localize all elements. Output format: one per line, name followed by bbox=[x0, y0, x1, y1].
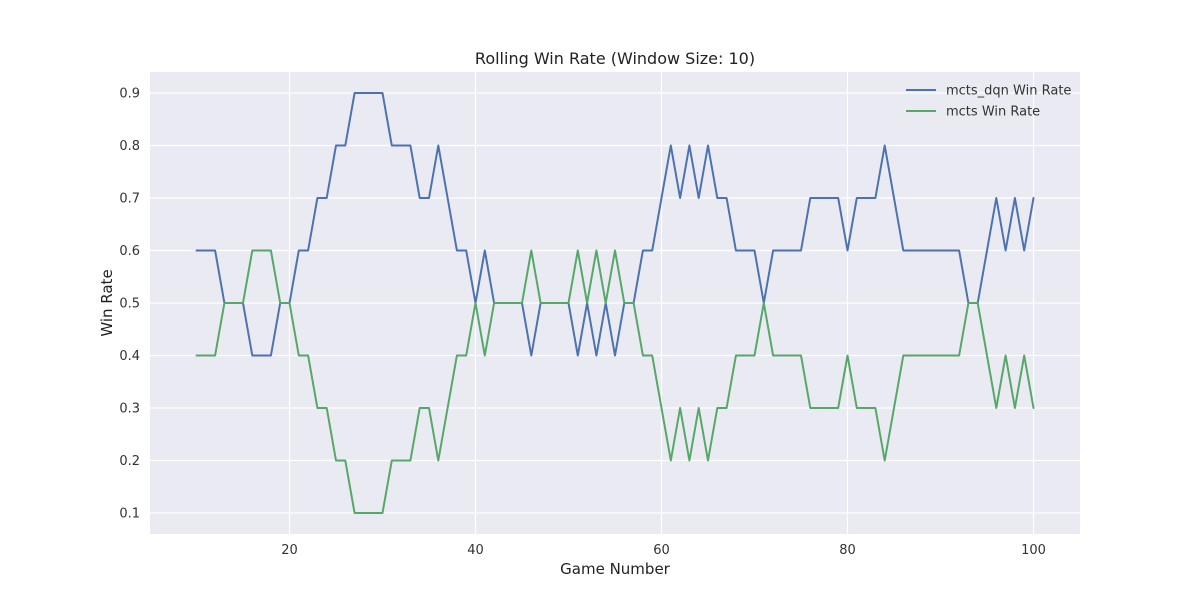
y-tick-label: 0.9 bbox=[119, 87, 140, 102]
legend-label: mcts Win Rate bbox=[946, 105, 1040, 120]
y-tick-label: 0.2 bbox=[119, 454, 140, 469]
y-tick-label: 0.1 bbox=[119, 507, 140, 522]
x-axis-label: Game Number bbox=[560, 560, 671, 578]
y-tick-label: 0.7 bbox=[119, 192, 140, 207]
legend-label: mcts_dqn Win Rate bbox=[946, 84, 1071, 99]
x-tick-label: 40 bbox=[467, 543, 484, 558]
y-tick-label: 0.8 bbox=[119, 139, 140, 154]
y-tick-label: 0.5 bbox=[119, 297, 140, 312]
x-axis-ticks: 20 40 60 80 100 bbox=[281, 543, 1046, 558]
y-tick-label: 0.3 bbox=[119, 402, 140, 417]
x-tick-label: 80 bbox=[839, 543, 856, 558]
chart-title: Rolling Win Rate (Window Size: 10) bbox=[475, 49, 755, 68]
x-tick-label: 100 bbox=[1021, 543, 1046, 558]
y-tick-label: 0.4 bbox=[119, 349, 140, 364]
y-axis-label: Win Rate bbox=[98, 269, 116, 336]
x-tick-label: 60 bbox=[653, 543, 670, 558]
y-axis-ticks: 0.1 0.2 0.3 0.4 0.5 0.6 0.7 0.8 0.9 bbox=[119, 87, 140, 522]
y-tick-label: 0.6 bbox=[119, 244, 140, 259]
x-tick-label: 20 bbox=[281, 543, 298, 558]
